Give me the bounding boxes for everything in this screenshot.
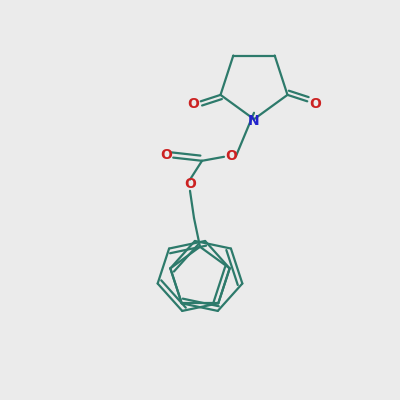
Text: N: N xyxy=(248,114,260,128)
Text: O: O xyxy=(187,97,199,111)
Text: O: O xyxy=(309,97,321,111)
Text: O: O xyxy=(160,148,172,162)
Text: O: O xyxy=(184,178,196,192)
Text: O: O xyxy=(225,149,237,163)
